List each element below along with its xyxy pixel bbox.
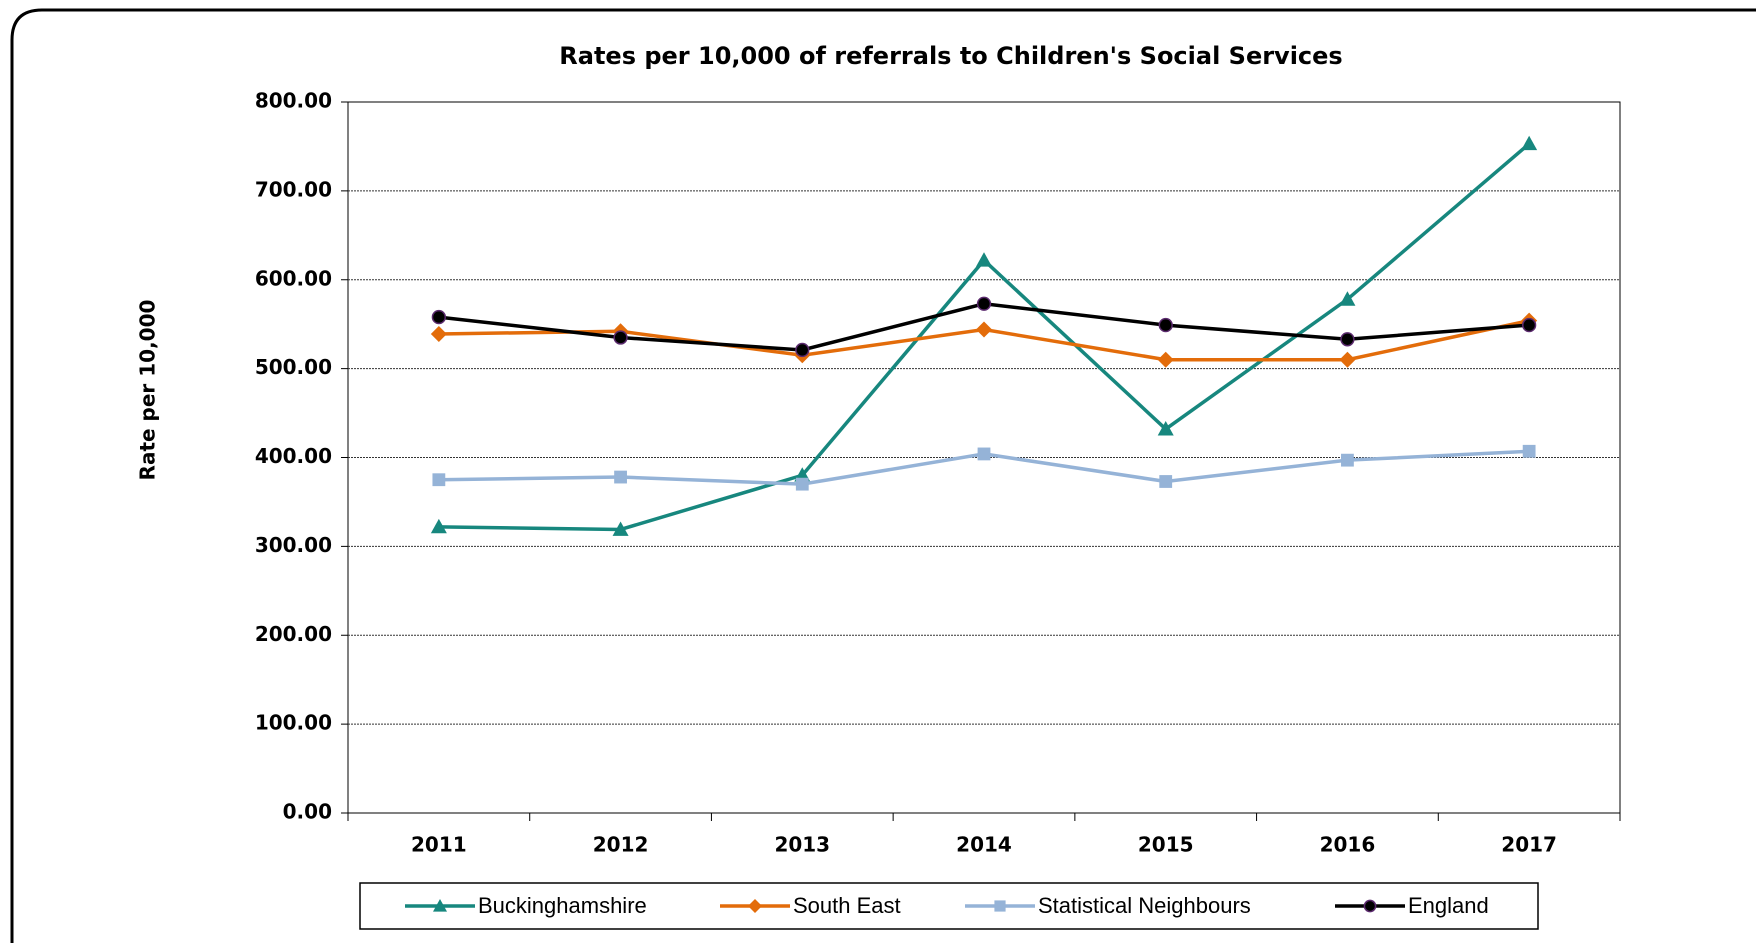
x-tick-label: 2013	[774, 833, 830, 857]
marker	[433, 899, 447, 912]
marker	[994, 900, 1006, 912]
marker	[1159, 475, 1173, 488]
legend-label: England	[1408, 893, 1489, 918]
x-tick-label: 2012	[593, 833, 649, 857]
marker	[1158, 317, 1173, 333]
marker	[1339, 351, 1356, 368]
x-tick-label: 2015	[1138, 833, 1194, 857]
legend-label: South East	[793, 893, 901, 918]
marker	[1521, 317, 1537, 333]
y-tick-label: 700.00	[255, 177, 332, 201]
legend-label: Statistical Neighbours	[1038, 893, 1251, 918]
marker	[977, 447, 991, 461]
marker	[976, 296, 992, 311]
marker	[1363, 899, 1377, 913]
marker	[976, 321, 992, 338]
marker	[1522, 444, 1536, 458]
x-tick-label: 2014	[956, 833, 1012, 857]
frame	[10, 8, 1756, 943]
y-tick-label: 200.00	[255, 622, 332, 646]
marker	[748, 899, 762, 913]
y-tick-label: 400.00	[255, 444, 332, 468]
marker	[1521, 135, 1538, 151]
chart-title: Rates per 10,000 of referrals to Childre…	[559, 42, 1342, 70]
marker	[1157, 351, 1174, 368]
marker	[430, 325, 447, 342]
marker	[795, 477, 809, 491]
marker	[431, 309, 447, 325]
marker	[1341, 453, 1354, 467]
marker	[1340, 332, 1355, 347]
y-tick-label: 600.00	[255, 266, 332, 290]
y-axis-title: Rate per 10,000	[136, 300, 160, 481]
y-tick-label: 800.00	[255, 89, 332, 113]
marker	[795, 342, 810, 358]
marker	[1157, 421, 1174, 436]
marker	[430, 518, 447, 534]
marker	[613, 330, 628, 345]
y-tick-label: 0.00	[283, 800, 332, 824]
marker	[612, 521, 629, 536]
y-tick-label: 300.00	[255, 533, 332, 557]
x-tick-label: 2017	[1501, 833, 1557, 857]
x-tick-label: 2016	[1320, 833, 1376, 857]
marker	[976, 252, 992, 267]
marker	[1339, 291, 1356, 306]
marker	[614, 470, 627, 484]
y-tick-label: 500.00	[255, 355, 332, 379]
y-tick-label: 100.00	[255, 711, 332, 735]
x-tick-label: 2011	[411, 833, 467, 857]
legend-label: Buckinghamshire	[478, 893, 647, 918]
marker	[432, 473, 446, 487]
